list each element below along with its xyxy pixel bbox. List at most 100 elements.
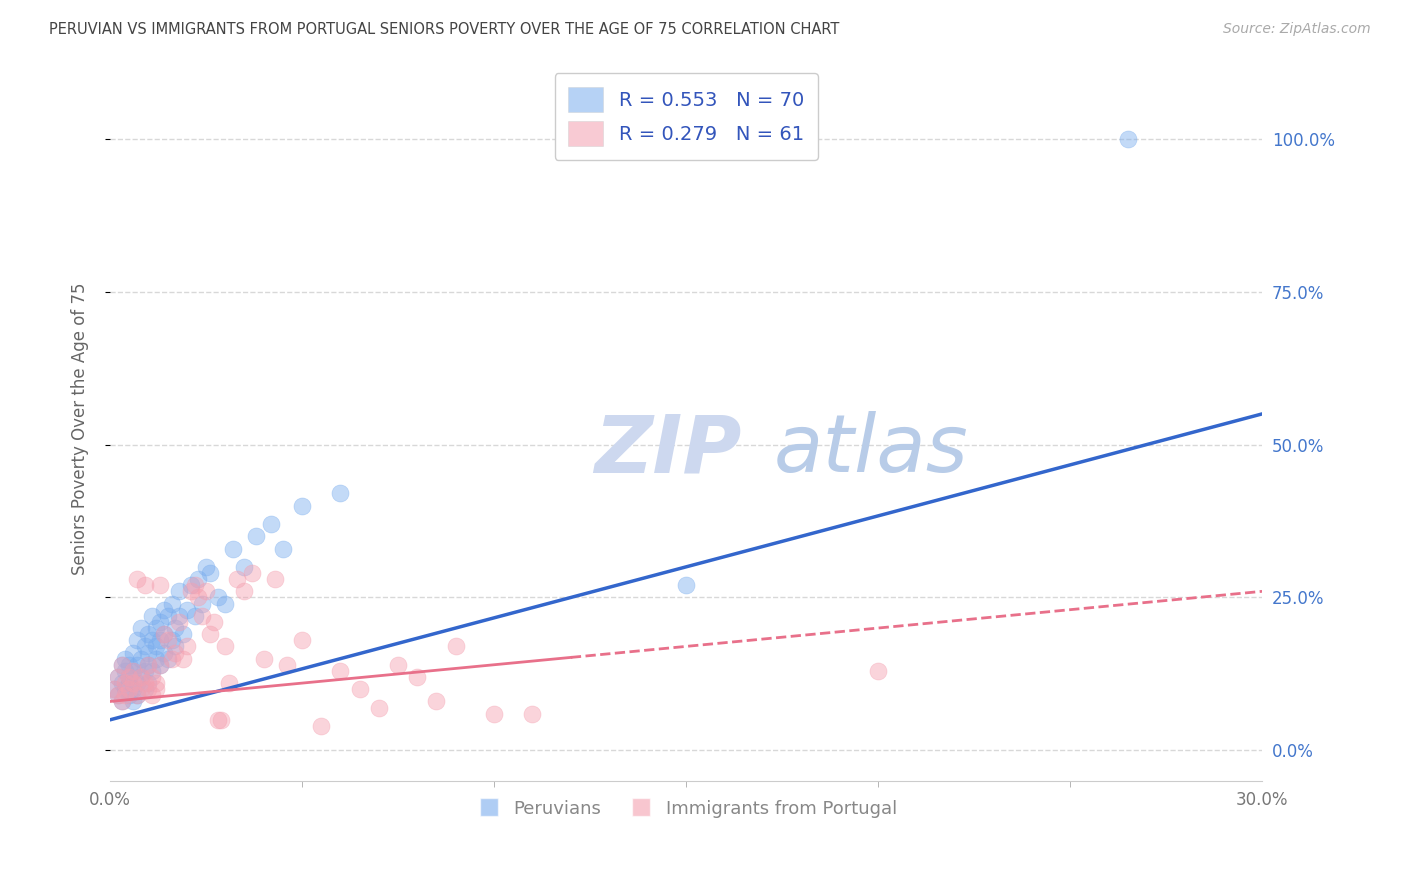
Point xyxy=(156,608,179,623)
Point xyxy=(202,615,225,629)
Point xyxy=(180,578,202,592)
Point xyxy=(187,572,209,586)
Point xyxy=(160,651,183,665)
Point xyxy=(145,651,167,665)
Point xyxy=(122,646,145,660)
Point xyxy=(125,676,148,690)
Point xyxy=(122,676,145,690)
Point xyxy=(138,657,160,672)
Point xyxy=(110,676,132,690)
Point xyxy=(114,676,136,690)
Point xyxy=(207,713,229,727)
Point xyxy=(134,664,156,678)
Point xyxy=(868,664,890,678)
Point xyxy=(129,682,152,697)
Point xyxy=(240,566,263,580)
Point xyxy=(245,529,267,543)
Point xyxy=(134,676,156,690)
Point xyxy=(141,608,163,623)
Point xyxy=(118,670,141,684)
Text: ZIP: ZIP xyxy=(593,411,741,490)
Point xyxy=(125,572,148,586)
Point xyxy=(387,657,409,672)
Point xyxy=(309,719,332,733)
Point xyxy=(198,627,221,641)
Point xyxy=(114,689,136,703)
Point xyxy=(191,608,214,623)
Point xyxy=(1116,131,1139,145)
Point xyxy=(329,664,352,678)
Point xyxy=(138,682,160,697)
Point xyxy=(160,633,183,648)
Point xyxy=(482,706,505,721)
Point xyxy=(214,597,236,611)
Point xyxy=(138,657,160,672)
Point xyxy=(218,676,240,690)
Point xyxy=(276,657,298,672)
Point xyxy=(118,676,141,690)
Point xyxy=(214,640,236,654)
Point xyxy=(122,694,145,708)
Point xyxy=(141,664,163,678)
Point xyxy=(122,664,145,678)
Point xyxy=(118,682,141,697)
Point xyxy=(167,608,190,623)
Point xyxy=(141,689,163,703)
Point xyxy=(225,572,247,586)
Point xyxy=(329,486,352,500)
Point xyxy=(153,646,176,660)
Point xyxy=(195,560,218,574)
Point xyxy=(118,689,141,703)
Point xyxy=(145,676,167,690)
Point xyxy=(172,651,194,665)
Point xyxy=(141,670,163,684)
Point xyxy=(118,657,141,672)
Point xyxy=(107,689,129,703)
Point xyxy=(349,682,371,697)
Point xyxy=(129,670,152,684)
Point xyxy=(129,651,152,665)
Point xyxy=(291,633,314,648)
Point xyxy=(149,578,172,592)
Point xyxy=(156,651,179,665)
Point xyxy=(187,591,209,605)
Point xyxy=(406,670,429,684)
Point xyxy=(125,689,148,703)
Point xyxy=(167,584,190,599)
Point xyxy=(233,560,256,574)
Point xyxy=(118,670,141,684)
Point xyxy=(114,664,136,678)
Point xyxy=(103,682,125,697)
Point xyxy=(271,541,294,556)
Point xyxy=(114,651,136,665)
Point xyxy=(167,615,190,629)
Point xyxy=(134,682,156,697)
Point xyxy=(153,627,176,641)
Point xyxy=(165,640,187,654)
Point xyxy=(264,572,287,586)
Point xyxy=(156,633,179,648)
Point xyxy=(141,633,163,648)
Point xyxy=(114,682,136,697)
Point xyxy=(103,682,125,697)
Point xyxy=(107,689,129,703)
Point xyxy=(110,657,132,672)
Point xyxy=(145,682,167,697)
Point xyxy=(110,694,132,708)
Point xyxy=(149,657,172,672)
Point xyxy=(125,689,148,703)
Point xyxy=(675,578,697,592)
Point xyxy=(145,621,167,635)
Point xyxy=(149,633,172,648)
Point xyxy=(107,670,129,684)
Point xyxy=(149,657,172,672)
Point xyxy=(110,657,132,672)
Point xyxy=(138,646,160,660)
Point xyxy=(425,694,447,708)
Point xyxy=(122,664,145,678)
Point xyxy=(125,633,148,648)
Point xyxy=(253,651,276,665)
Point xyxy=(260,516,283,531)
Point xyxy=(191,597,214,611)
Point xyxy=(138,676,160,690)
